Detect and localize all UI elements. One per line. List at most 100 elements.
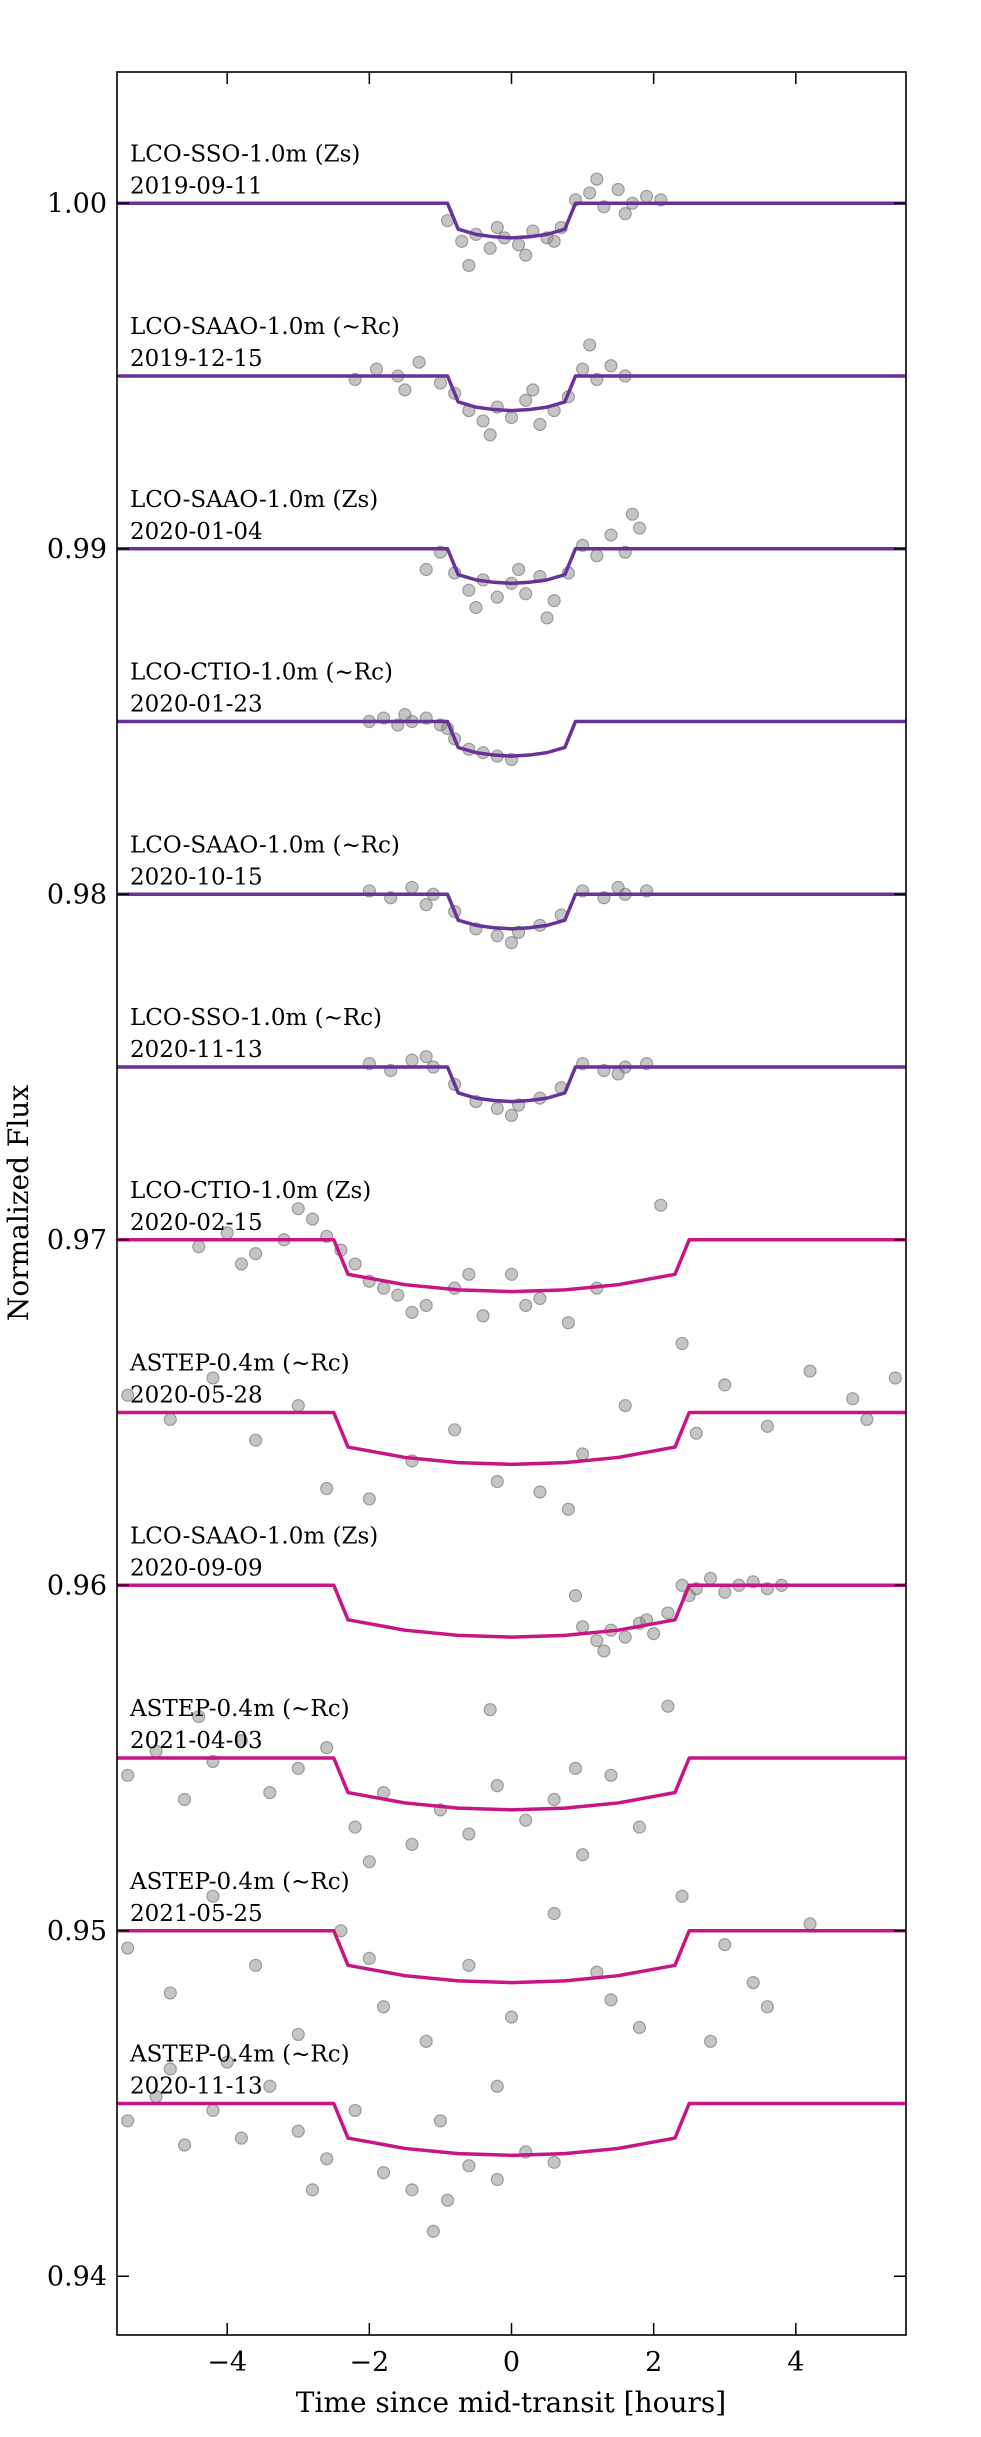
- data-point: [490, 929, 504, 943]
- data-point: [540, 611, 554, 625]
- y-tick-label: 0.95: [47, 1916, 107, 1947]
- data-point: [462, 258, 476, 273]
- data-point: [504, 410, 519, 425]
- data-point: [405, 880, 419, 894]
- y-tick-label: 1.00: [47, 188, 107, 219]
- data-point: [718, 1585, 732, 1599]
- data-point: [362, 1855, 376, 1869]
- data-point: [618, 1630, 632, 1644]
- plot-area: [117, 172, 906, 2238]
- data-point: [703, 1571, 718, 1585]
- data-point: [462, 1827, 476, 1841]
- data-point: [512, 238, 526, 252]
- data-point: [568, 1589, 583, 1603]
- data-point: [590, 172, 604, 186]
- data-point: [291, 1399, 305, 1413]
- data-point: [504, 1108, 519, 1122]
- data-point: [121, 1941, 135, 1955]
- data-point: [426, 2224, 440, 2238]
- data-point: [604, 1768, 618, 1782]
- model-line: [117, 201, 906, 240]
- plot-frame: [116, 71, 907, 2336]
- data-point: [803, 1364, 817, 1378]
- data-point: [483, 241, 497, 255]
- series-name: LCO-SSO-1.0m (Zs): [130, 141, 360, 167]
- model-line: [117, 374, 906, 413]
- model-line: [117, 719, 906, 758]
- y-tick-label: 0.94: [47, 2261, 107, 2292]
- data-point: [647, 1627, 661, 1641]
- data-point: [348, 1257, 362, 1271]
- data-point: [291, 1202, 305, 1216]
- data-point: [611, 182, 625, 197]
- data-point: [348, 1820, 362, 1834]
- data-point: [661, 1606, 675, 1620]
- data-point: [163, 1986, 177, 2000]
- series-name: ASTEP-0.4m (∼Rc): [129, 2042, 350, 2068]
- data-point: [490, 1779, 504, 1793]
- data-point: [675, 1889, 689, 1903]
- data-point: [305, 2183, 320, 2197]
- data-point: [320, 1741, 334, 1755]
- data-point: [490, 2172, 504, 2187]
- data-point: [234, 1257, 248, 1271]
- data-point: [760, 2000, 774, 2014]
- data-point: [476, 1309, 490, 1323]
- data-point: [490, 1101, 504, 1116]
- data-point: [632, 2020, 647, 2035]
- series-name: ASTEP-0.4m (∼Rc): [129, 1351, 350, 1377]
- data-point: [362, 1492, 376, 1506]
- data-point: [455, 234, 469, 248]
- data-point: [568, 1761, 583, 1775]
- data-point: [391, 1288, 405, 1302]
- data-point: [163, 1412, 177, 1427]
- data-point: [405, 1837, 419, 1851]
- data-point: [419, 898, 433, 912]
- data-point: [263, 2079, 277, 2093]
- data-point: [590, 1633, 604, 1648]
- series-name: LCO-CTIO-1.0m (Zs): [130, 1178, 371, 1204]
- data-point: [419, 1298, 433, 1313]
- data-point: [263, 1785, 277, 1800]
- data-point: [405, 2183, 419, 2197]
- data-point: [561, 1502, 575, 1516]
- data-point: [249, 1433, 263, 1447]
- model-line: [117, 547, 906, 586]
- data-point: [121, 1768, 135, 1782]
- data-point: [177, 2138, 192, 2152]
- data-point: [639, 189, 654, 203]
- x-tick-label: 2: [645, 2347, 662, 2378]
- data-point: [803, 1917, 817, 1931]
- data-point: [519, 1813, 533, 1827]
- data-point: [604, 1993, 618, 2007]
- data-point: [703, 2034, 718, 2048]
- data-point: [490, 2079, 504, 2093]
- series-date: 2020-01-23: [130, 692, 263, 718]
- data-point: [433, 376, 448, 390]
- y-tick-label: 0.99: [47, 534, 107, 565]
- data-point: [533, 417, 547, 432]
- model-line: [117, 892, 906, 931]
- data-point: [483, 1703, 497, 1717]
- data-point: [419, 2034, 433, 2048]
- y-axis-label: Normalized Flux: [2, 1085, 35, 1321]
- data-point: [398, 708, 412, 722]
- data-point: [448, 1423, 462, 1437]
- data-point: [419, 562, 433, 577]
- data-point: [376, 2166, 391, 2180]
- data-point: [611, 880, 625, 894]
- y-tick-label: 0.98: [47, 879, 107, 910]
- data-point: [547, 2155, 561, 2169]
- x-axis-label: Time since mid-transit [hours]: [296, 2386, 726, 2419]
- data-point: [192, 1709, 206, 1724]
- series-date: 2021-04-03: [130, 1728, 263, 1754]
- data-point: [533, 1291, 547, 1306]
- data-point: [320, 1481, 334, 1496]
- data-point: [433, 2114, 448, 2128]
- data-point: [177, 1792, 192, 1807]
- data-point: [291, 1761, 305, 1775]
- data-point: [462, 2159, 476, 2173]
- data-point: [632, 521, 647, 535]
- data-point: [405, 1053, 419, 1067]
